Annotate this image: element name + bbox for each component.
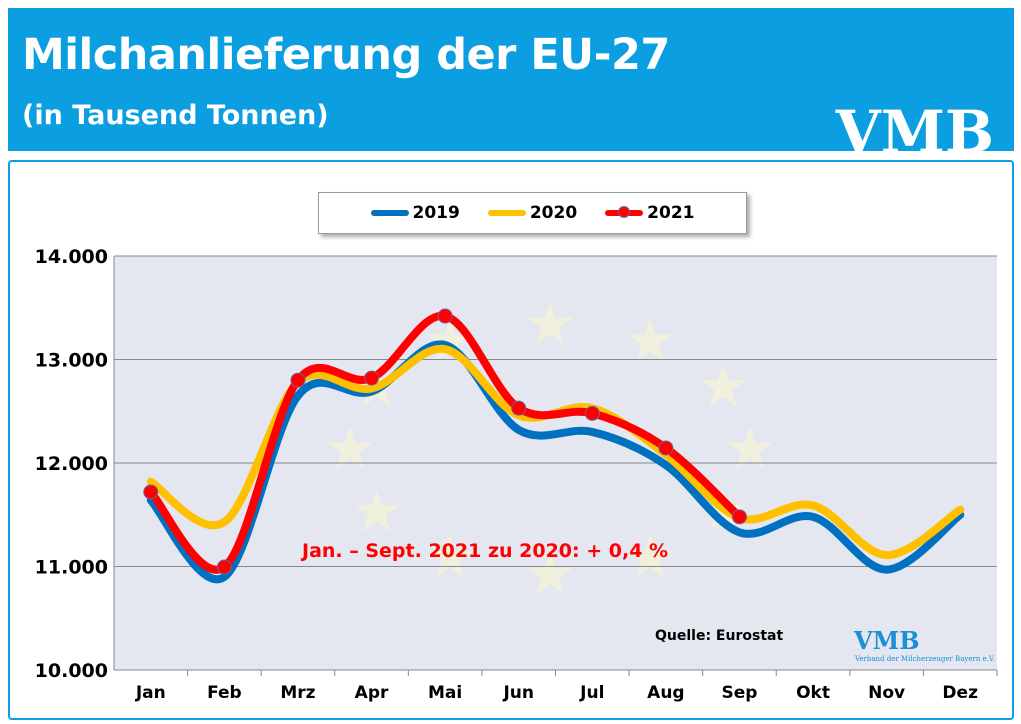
series-line-2021 <box>146 312 744 574</box>
data-point-2021 <box>584 405 600 421</box>
y-tick-label: 13.000 <box>35 350 108 372</box>
vmb-logo-subtitle: Verband der Milcherzeuger Bayern e.V. <box>855 655 995 663</box>
annotation: Jan. – Sept. 2021 zu 2020: + 0,4 % <box>302 540 669 562</box>
x-tick-label: Aug <box>647 683 684 703</box>
x-tick-label: Mrz <box>280 683 315 703</box>
x-tick-label: Nov <box>868 683 905 703</box>
vmb-logo-small: VMB <box>854 626 920 655</box>
y-tick-label: 12.000 <box>35 453 108 475</box>
eu-star-icon <box>527 551 573 595</box>
source-note: Quelle: Eurostat <box>655 628 784 644</box>
data-point-2021 <box>143 484 159 500</box>
series-line-2019 <box>146 340 965 584</box>
eu-star-icon <box>727 426 773 470</box>
y-tick-label: 14.000 <box>35 246 108 268</box>
legend-swatch <box>487 210 526 216</box>
legend-swatch <box>605 206 644 218</box>
legend-item-2021: 2021 <box>605 203 694 223</box>
legend-item-2020: 2020 <box>487 203 578 223</box>
data-point-2021 <box>658 440 674 456</box>
eu-star-icon <box>527 301 573 345</box>
eu-star-icon <box>427 534 473 578</box>
legend: 2019 2020 2021 <box>318 192 747 234</box>
x-tick-label: Mai <box>428 683 462 703</box>
x-tick-label: Jun <box>502 683 534 703</box>
eu-star-icon <box>353 488 400 532</box>
eu-star-icon <box>627 534 673 578</box>
legend-swatch <box>370 210 409 216</box>
legend-item-2019: 2019 <box>370 203 460 223</box>
x-tick-label: Feb <box>207 683 242 703</box>
eu-star-icon <box>700 363 747 407</box>
page-subtitle: (in Tausend Tonnen) <box>22 100 329 131</box>
vmb-logo: VMB <box>835 98 994 166</box>
legend-label: 2020 <box>529 203 578 223</box>
data-point-2021 <box>437 308 453 324</box>
data-point-2021 <box>290 372 306 388</box>
header-banner: Milchanlieferung der EU-27 (in Tausend T… <box>8 8 1014 166</box>
x-tick-label: Jan <box>135 683 166 703</box>
eu-star-icon <box>327 426 373 470</box>
legend-label: 2019 <box>412 203 460 223</box>
data-point-2021 <box>511 400 527 416</box>
x-tick-label: Apr <box>355 683 389 703</box>
eu-star-icon <box>627 317 673 362</box>
eu-star-icon <box>427 317 473 362</box>
x-tick-label: Jul <box>579 683 604 703</box>
data-point-2021 <box>364 370 380 386</box>
x-tick-label: Okt <box>796 683 830 703</box>
page-title: Milchanlieferung der EU-27 <box>22 30 670 80</box>
data-point-2021 <box>216 559 232 575</box>
chart-frame <box>8 160 1014 720</box>
y-tick-label: 10.000 <box>35 660 108 682</box>
x-tick-label: Sep <box>721 683 757 703</box>
y-tick-label: 11.000 <box>35 557 108 579</box>
legend-label: 2021 <box>647 203 695 223</box>
x-tick-label: Dez <box>942 683 978 703</box>
data-point-2021 <box>731 509 747 525</box>
